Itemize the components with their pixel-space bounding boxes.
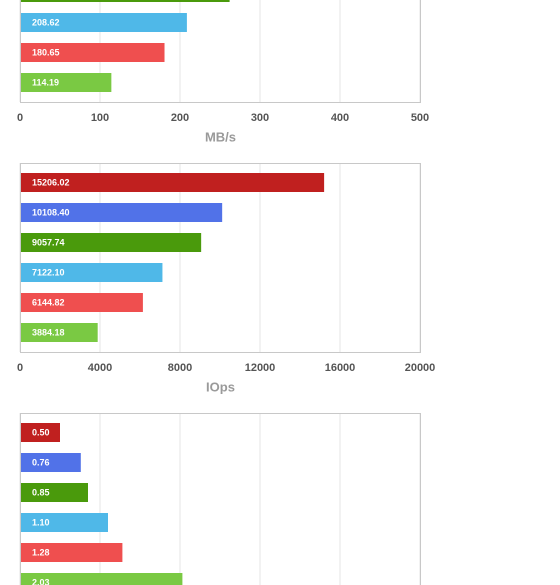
bar xyxy=(21,483,88,502)
bar xyxy=(21,263,163,282)
x-tick-label: 0 xyxy=(17,362,23,374)
x-tick-label: 0 xyxy=(17,112,23,124)
value-label: 208.62 xyxy=(32,17,60,27)
value-label: 114.19 xyxy=(32,77,59,87)
bar xyxy=(21,323,98,342)
bar xyxy=(21,573,183,585)
bar xyxy=(21,423,60,442)
value-label: 1.28 xyxy=(32,547,50,557)
x-axis-title: MB/s xyxy=(205,129,236,144)
value-label: 2.03 xyxy=(32,577,50,585)
x-axis-title: IOps xyxy=(206,379,235,394)
value-label: 0.85 xyxy=(32,487,50,497)
value-label: 0.50 xyxy=(32,427,50,437)
bar xyxy=(21,453,81,472)
bar xyxy=(21,203,223,222)
bar xyxy=(21,233,202,252)
plot-area xyxy=(20,163,421,353)
x-tick-label: 8000 xyxy=(168,362,192,374)
value-label: 0.76 xyxy=(32,457,50,467)
plot-border xyxy=(20,413,421,585)
bar xyxy=(21,173,325,192)
value-label: 10108.40 xyxy=(32,207,70,217)
bar xyxy=(21,513,108,532)
value-label: 15206.02 xyxy=(32,177,70,187)
x-tick-label: 16000 xyxy=(325,362,356,374)
x-tick-label: 100 xyxy=(91,112,109,124)
plot-border xyxy=(20,0,421,103)
plot-border xyxy=(20,163,421,353)
bar xyxy=(21,543,123,562)
value-label: 6144.82 xyxy=(32,297,65,307)
value-label: 9057.74 xyxy=(32,237,65,247)
x-tick-label: 500 xyxy=(411,112,429,124)
value-label: 3884.18 xyxy=(32,327,65,337)
x-tick-label: 200 xyxy=(171,112,189,124)
bar xyxy=(21,0,230,2)
x-tick-label: 300 xyxy=(251,112,269,124)
value-label: 7122.10 xyxy=(32,267,65,277)
bar xyxy=(21,43,165,62)
x-tick-label: 400 xyxy=(331,112,349,124)
x-tick-label: 20000 xyxy=(405,362,436,374)
x-tick-label: 12000 xyxy=(245,362,276,374)
x-tick-label: 4000 xyxy=(88,362,112,374)
bar xyxy=(21,13,187,32)
bar xyxy=(21,293,143,312)
value-label: 1.10 xyxy=(32,517,50,527)
value-label: 180.65 xyxy=(32,47,60,57)
bar xyxy=(21,73,112,92)
